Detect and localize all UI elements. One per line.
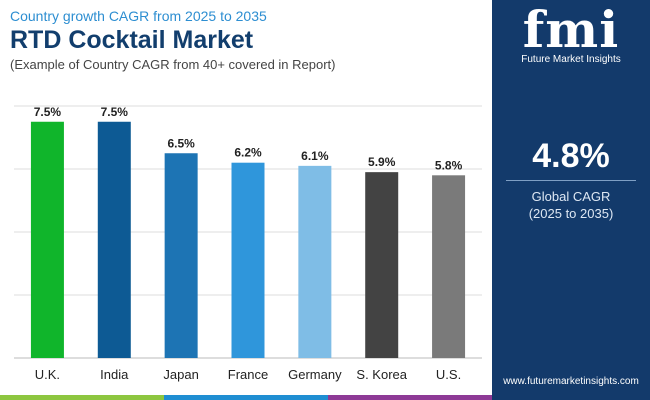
chart-title: RTD Cocktail Market bbox=[10, 26, 254, 54]
website-link[interactable]: www.futuremarketinsights.com bbox=[503, 376, 639, 387]
global-cagr-period: (2025 to 2035) bbox=[528, 206, 614, 221]
chart-panel: Country growth CAGR from 2025 to 2035 RT… bbox=[10, 8, 482, 382]
data-label-1: 7.5% bbox=[101, 105, 129, 119]
category-label-6: U.S. bbox=[436, 367, 461, 382]
bar-3 bbox=[231, 162, 265, 358]
global-cagr-value: 4.8% bbox=[532, 137, 610, 175]
footer-segment-purple bbox=[328, 395, 492, 400]
sidebar-panel: fmi Future Market Insights 4.8% Global C… bbox=[492, 0, 650, 400]
category-label-2: Japan bbox=[163, 367, 198, 382]
bar-0 bbox=[30, 121, 64, 358]
chart-note: (Example of Country CAGR from 40+ covere… bbox=[10, 57, 336, 72]
bar-6 bbox=[432, 175, 466, 358]
logo-mark: fmi bbox=[522, 0, 620, 59]
data-label-6: 5.8% bbox=[435, 158, 463, 172]
data-label-0: 7.5% bbox=[34, 105, 62, 119]
bar-5 bbox=[365, 172, 399, 358]
bar-4 bbox=[298, 165, 332, 358]
chart-subtitle: Country growth CAGR from 2025 to 2035 bbox=[10, 8, 267, 24]
category-label-3: France bbox=[228, 367, 268, 382]
data-label-3: 6.2% bbox=[234, 146, 262, 160]
category-label-0: U.K. bbox=[35, 367, 60, 382]
footer-color-bar bbox=[0, 395, 492, 400]
category-label-5: S. Korea bbox=[356, 367, 407, 382]
category-label-4: Germany bbox=[288, 367, 342, 382]
footer-segment-blue bbox=[164, 395, 328, 400]
footer-segment-green bbox=[0, 395, 164, 400]
category-label-1: India bbox=[100, 367, 129, 382]
global-cagr-label: Global CAGR bbox=[531, 189, 611, 204]
data-label-4: 6.1% bbox=[301, 149, 329, 163]
logo-subtitle: Future Market Insights bbox=[521, 54, 621, 65]
bar-1 bbox=[97, 121, 131, 358]
bar-chart: 7.5% U.K. 7.5% India 6.5% Japan 6.2% France 6.1%… bbox=[14, 105, 482, 382]
data-label-5: 5.9% bbox=[368, 155, 396, 169]
bar-2 bbox=[164, 153, 198, 358]
fmi-logo: fmi Future Market Insights bbox=[492, 0, 650, 66]
data-label-2: 6.5% bbox=[167, 136, 195, 150]
cagr-divider bbox=[506, 180, 636, 181]
